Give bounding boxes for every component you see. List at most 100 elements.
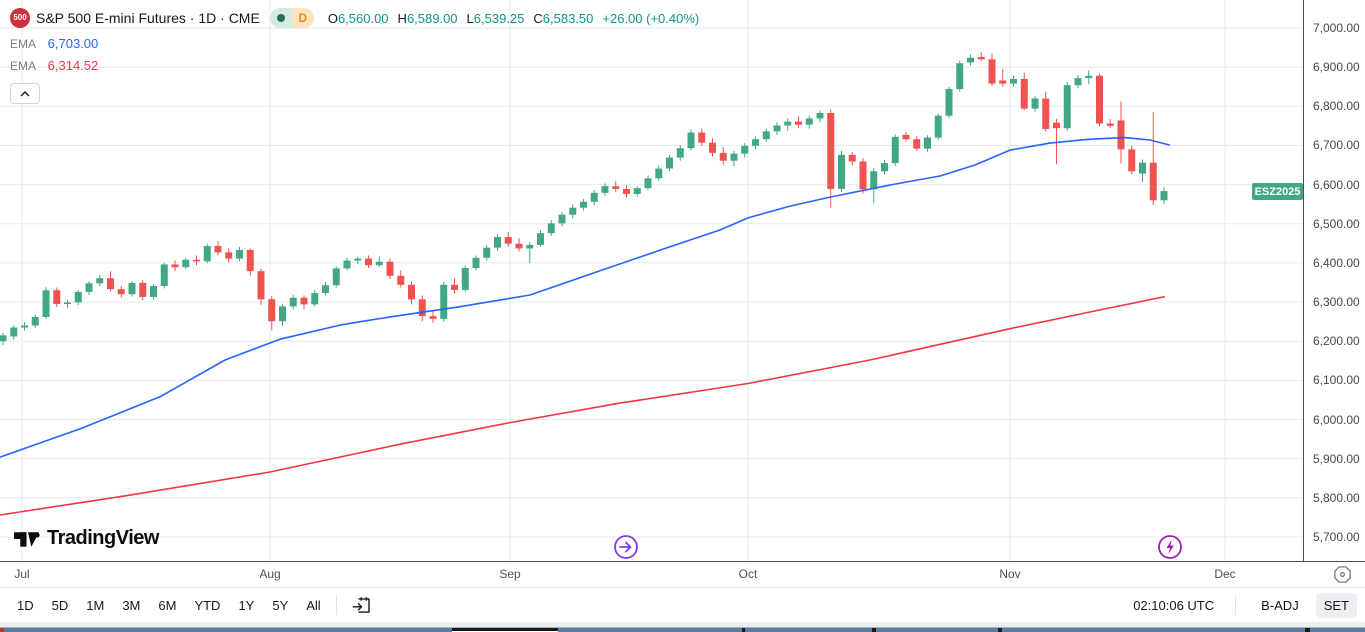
ohlc-values: O6,560.00 H6,589.00 L6,539.25 C6,583.50 … — [328, 12, 699, 25]
candle — [676, 148, 684, 158]
candle — [838, 154, 845, 189]
indicator-row-ema-fast[interactable]: EMA 6,703.00 — [10, 37, 699, 50]
range-button-1y[interactable]: 1Y — [231, 594, 261, 617]
toolbar-divider — [1235, 595, 1237, 615]
price-tick-label: 7,000.00 — [1313, 21, 1360, 35]
clock[interactable]: 02:10:06 UTC — [1133, 597, 1215, 613]
time-axis[interactable]: Jul Aug Sep Oct Nov Dec — [0, 562, 1365, 587]
go-to-date-button[interactable] — [345, 593, 379, 618]
candle — [891, 136, 899, 164]
candle — [182, 259, 190, 268]
range-button-all[interactable]: All — [299, 594, 327, 617]
bottom-toolbar: 1D 5D 1M 3M 6M YTD 1Y 5Y All 02:10:06 UTC B-ADJ … — [0, 587, 1365, 622]
time-axis-border — [0, 561, 1365, 562]
candle — [483, 247, 491, 258]
market-status-pill[interactable]: D — [269, 8, 314, 28]
candle — [1031, 98, 1039, 109]
candle — [934, 115, 942, 138]
candle — [988, 59, 996, 84]
candle — [375, 261, 383, 266]
candle — [1063, 85, 1071, 129]
calendar-goto-icon — [352, 596, 370, 613]
candle — [494, 237, 501, 248]
price-axis[interactable]: 7,000.00 6,900.00 6,800.00 6,700.00 6,600.00… — [1304, 0, 1365, 561]
candle — [214, 246, 222, 253]
price-axis-border — [1303, 0, 1304, 561]
candle — [805, 118, 813, 125]
ema-slow-label: EMA — [10, 59, 37, 73]
candle — [1160, 191, 1168, 201]
range-button-ytd[interactable]: YTD — [187, 594, 227, 617]
candle — [515, 243, 523, 249]
candle — [1117, 120, 1125, 150]
candle — [881, 163, 888, 172]
tradingview-logo[interactable]: TradingView — [14, 527, 159, 550]
range-button-1d[interactable]: 1D — [10, 594, 41, 617]
candle — [1096, 75, 1103, 124]
timeline-event-arrow[interactable] — [612, 533, 640, 561]
market-open-dot — [276, 14, 285, 22]
candle — [386, 261, 394, 276]
date-range-buttons: 1D 5D 1M 3M 6M YTD 1Y 5Y All — [10, 594, 328, 617]
candle — [784, 121, 792, 126]
candle — [870, 171, 878, 190]
toolbar-divider — [335, 595, 337, 615]
candle — [139, 282, 147, 297]
range-button-5d[interactable]: 5D — [45, 594, 76, 617]
price-tick-label: 6,200.00 — [1313, 334, 1360, 349]
settlement-button[interactable]: SET — [1315, 592, 1357, 618]
candle — [1085, 75, 1093, 79]
timeline-event-bolt[interactable] — [1156, 533, 1184, 561]
candle — [666, 157, 673, 169]
candle — [816, 112, 824, 119]
candle — [827, 112, 835, 189]
candle — [279, 306, 286, 322]
candle — [354, 258, 362, 261]
axis-settings-icon[interactable] — [1332, 564, 1353, 585]
candle — [171, 264, 179, 268]
symbol-title[interactable]: S&P 500 E-mini Futures · 1D · CME — [36, 10, 260, 26]
candle — [193, 259, 200, 262]
month-label: Aug — [259, 567, 281, 581]
range-button-5y[interactable]: 5Y — [265, 594, 295, 617]
price-tick-label: 6,600.00 — [1313, 177, 1360, 192]
candle — [289, 297, 297, 307]
range-button-1m[interactable]: 1M — [79, 594, 111, 617]
candle — [128, 282, 136, 295]
candle — [1042, 98, 1050, 130]
candles — [0, 52, 1168, 346]
price-tick-label: 5,700.00 — [1313, 529, 1360, 544]
low-value: L6,539.25 — [466, 10, 525, 26]
back-adjust-button[interactable]: B-ADJ — [1257, 594, 1303, 617]
candle — [773, 125, 781, 132]
collapse-legend-button[interactable] — [10, 83, 40, 104]
candle — [0, 335, 7, 342]
price-tick-label: 6,400.00 — [1313, 255, 1360, 270]
range-button-6m[interactable]: 6M — [151, 594, 183, 617]
candle — [795, 121, 802, 125]
legend-row-symbol: 500 S&P 500 E-mini Futures · 1D · CME D … — [10, 8, 699, 28]
candle — [440, 284, 448, 319]
candle — [1053, 122, 1060, 129]
background-window-bar — [0, 627, 1365, 632]
tradingview-logo-icon — [14, 531, 40, 547]
circle-arrow-icon — [614, 535, 638, 559]
candle — [902, 134, 910, 140]
ema-slow-line — [0, 295, 1166, 516]
candle — [504, 237, 512, 244]
candle — [64, 302, 71, 305]
candle — [429, 316, 437, 319]
candle — [225, 252, 233, 259]
candle — [472, 257, 480, 268]
chart-pane[interactable]: 500 S&P 500 E-mini Futures · 1D · CME D … — [0, 0, 1303, 562]
candle — [741, 145, 749, 154]
candle — [558, 214, 566, 224]
high-value: H6,589.00 — [397, 10, 458, 26]
candle — [268, 299, 276, 322]
change-value: +26.00 (+0.40%) — [602, 10, 700, 26]
candlestick-chart[interactable] — [0, 0, 1303, 562]
candle — [21, 325, 28, 328]
indicator-row-ema-slow[interactable]: EMA 6,314.52 — [10, 59, 699, 72]
range-button-3m[interactable]: 3M — [115, 594, 147, 617]
